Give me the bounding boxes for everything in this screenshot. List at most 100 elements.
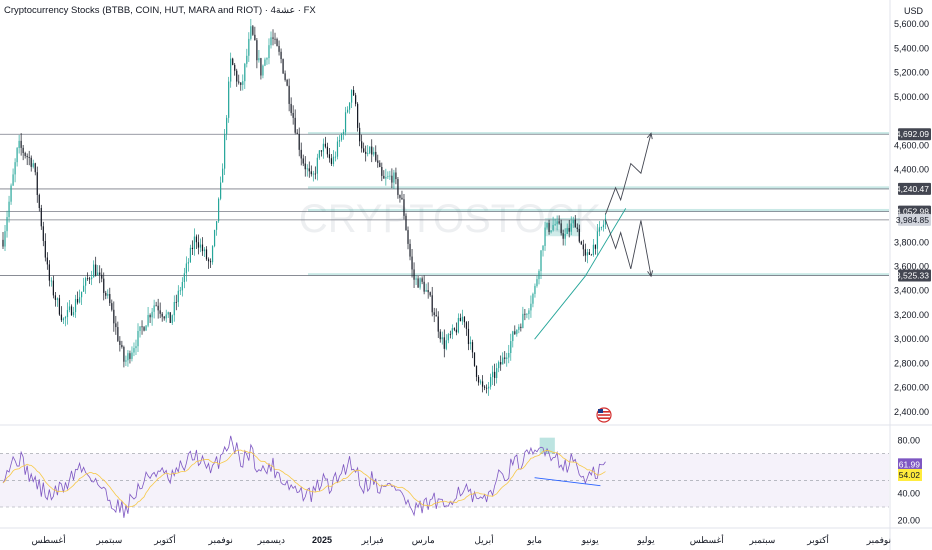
candle-body	[85, 278, 87, 286]
candle-body	[355, 95, 357, 104]
candle-body	[536, 279, 538, 286]
price-tick-label: 4,400.00	[894, 165, 929, 175]
candle-body	[330, 158, 333, 164]
candle-body	[123, 347, 125, 362]
candle-body	[500, 362, 502, 365]
support-zone[interactable]	[308, 273, 889, 276]
candle-body	[544, 227, 546, 246]
candle-body	[137, 330, 139, 347]
drawing-annotations[interactable]	[534, 132, 654, 340]
candle-body	[30, 157, 32, 167]
price-tag[interactable]: 4,240.47	[896, 182, 931, 195]
candle-body	[546, 222, 548, 228]
us-flag-icon[interactable]	[596, 407, 612, 423]
candle-body	[586, 252, 588, 256]
price-tick-label: 2,400.00	[894, 407, 929, 417]
candle-body	[274, 38, 276, 40]
candle-body	[548, 222, 550, 233]
price-tick-label: 3,800.00	[894, 237, 929, 247]
candle-body	[175, 301, 177, 303]
candle-body	[167, 312, 169, 315]
candle-body	[165, 314, 167, 319]
time-tick-label: يوليو	[636, 535, 655, 546]
watermark: CRYPTOSTOCK	[299, 197, 602, 241]
candle-body	[131, 352, 133, 359]
candle-body	[427, 290, 429, 293]
candle-body	[115, 323, 117, 328]
time-tick-label: أكتوبر	[153, 533, 176, 546]
horizontal-levels[interactable]	[0, 133, 889, 276]
support-zone[interactable]	[308, 208, 889, 212]
candle-body	[58, 298, 61, 315]
candle-body	[135, 346, 137, 349]
candle-body	[250, 26, 252, 39]
candle-body	[258, 58, 260, 61]
price-tag[interactable]: 3,984.85	[896, 213, 931, 226]
trendline[interactable]	[534, 208, 627, 340]
candle-body	[189, 247, 191, 263]
candle-body	[127, 353, 129, 361]
candle-body	[10, 185, 12, 202]
candle-body	[320, 150, 322, 152]
rsi-value-tag[interactable]: 61.99	[898, 458, 922, 471]
candle-body	[226, 117, 228, 135]
candle-body	[181, 281, 183, 291]
candle-body	[14, 162, 16, 175]
candle-body	[157, 305, 159, 311]
candle-body	[576, 227, 578, 229]
candle-body	[574, 219, 576, 228]
candle-body	[455, 329, 457, 333]
candle-body	[161, 313, 163, 317]
candle-body	[485, 387, 488, 389]
candle-body	[300, 149, 302, 159]
price-tag[interactable]: 3,525.33	[896, 269, 931, 282]
time-axis[interactable]: أغسطس سبتمبر أكتوبر نوفمبر ديسمبر 2025 فبراير م…	[32, 533, 892, 546]
price-tick-label: 5,200.00	[894, 68, 929, 78]
candle-body	[522, 313, 524, 328]
candle-body	[87, 278, 89, 279]
candle-body	[80, 291, 83, 298]
rsi-divergence-line[interactable]	[534, 477, 601, 487]
price-tag[interactable]: 4,692.09	[896, 128, 931, 141]
candle-body	[203, 249, 206, 252]
rsi-value-label: 54.02	[899, 470, 921, 480]
candle-body	[582, 244, 584, 250]
candle-body	[552, 225, 554, 231]
candle-body	[534, 285, 536, 294]
price-tick-label: 3,400.00	[894, 286, 929, 296]
candle-body	[334, 156, 337, 158]
candle-body	[149, 315, 151, 318]
candle-body	[602, 224, 605, 228]
candle-body	[340, 134, 343, 141]
projection-path-up[interactable]	[605, 133, 652, 215]
price-tag-label: 3,984.85	[896, 215, 929, 225]
rsi-value-tag[interactable]: 54.02	[898, 468, 922, 481]
candle-body	[332, 156, 335, 164]
rsi-highlight-box[interactable]	[539, 437, 555, 454]
projection-path-down[interactable]	[605, 219, 652, 277]
candle-body	[22, 147, 24, 154]
candle-body	[82, 285, 85, 292]
price-tag-label: 4,240.47	[896, 184, 929, 194]
time-tick-label: سبتمبر	[95, 535, 122, 546]
candle-body	[558, 221, 560, 224]
rsi-tick-label: 80.00	[897, 435, 920, 445]
candle-body	[268, 45, 270, 59]
candle-body	[415, 278, 417, 280]
candle-body	[367, 153, 369, 155]
candle-body	[344, 112, 347, 133]
candle-body	[393, 172, 395, 183]
candle-body	[387, 176, 389, 178]
support-zone[interactable]	[308, 186, 889, 189]
candle-body	[68, 306, 71, 310]
candle-body	[425, 290, 427, 292]
price-axis[interactable]: USD 5,600.00 5,400.00 5,200.00 5,000.00 4,600…	[894, 6, 931, 417]
support-zone[interactable]	[308, 132, 889, 135]
candle-body	[306, 168, 308, 170]
candle-body	[205, 249, 208, 260]
candle-body	[566, 228, 568, 235]
candle-body	[473, 352, 476, 366]
candle-body	[296, 132, 298, 134]
